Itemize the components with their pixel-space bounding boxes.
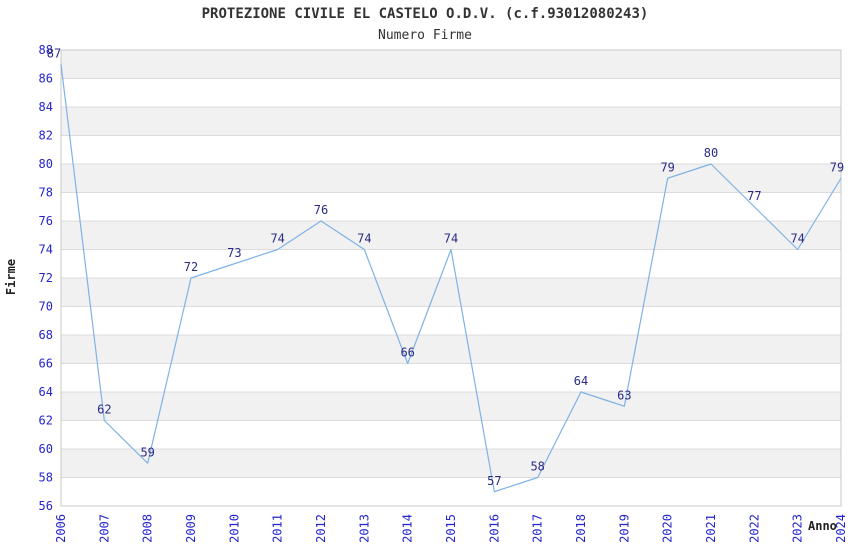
svg-text:74: 74 bbox=[39, 243, 53, 257]
svg-text:2009: 2009 bbox=[184, 514, 198, 543]
svg-text:58: 58 bbox=[39, 471, 53, 485]
point-labels: 87 62 59 72 73 74 76 74 66 74 57 58 64 63 79 80 77 74 79 bbox=[47, 46, 844, 488]
svg-text:2015: 2015 bbox=[444, 514, 458, 543]
svg-text:74: 74 bbox=[444, 232, 458, 246]
svg-text:87: 87 bbox=[47, 46, 61, 60]
chart-title: PROTEZIONE CIVILE EL CASTELO O.D.V. (c.f… bbox=[201, 6, 649, 22]
svg-text:56: 56 bbox=[39, 499, 53, 513]
y-tick-labels: 56 58 60 62 64 66 68 70 72 74 76 78 80 82 84 86 88 bbox=[39, 43, 53, 513]
svg-text:57: 57 bbox=[487, 474, 501, 488]
svg-text:77: 77 bbox=[747, 189, 761, 203]
svg-text:2024: 2024 bbox=[834, 514, 848, 543]
svg-text:2014: 2014 bbox=[401, 514, 415, 543]
svg-text:59: 59 bbox=[140, 445, 154, 459]
svg-text:76: 76 bbox=[39, 214, 53, 228]
svg-text:2018: 2018 bbox=[574, 514, 588, 543]
x-tick-labels: 2006 2007 2008 2009 2010 2011 2012 2013 2014 2015… bbox=[54, 514, 848, 543]
svg-text:2022: 2022 bbox=[747, 514, 761, 543]
svg-text:62: 62 bbox=[39, 414, 53, 428]
svg-text:2007: 2007 bbox=[97, 514, 111, 543]
svg-text:62: 62 bbox=[97, 403, 111, 417]
svg-text:86: 86 bbox=[39, 72, 53, 86]
svg-text:76: 76 bbox=[314, 203, 328, 217]
svg-text:82: 82 bbox=[39, 129, 53, 143]
svg-text:58: 58 bbox=[530, 460, 544, 474]
svg-text:70: 70 bbox=[39, 300, 53, 314]
svg-text:2021: 2021 bbox=[704, 514, 718, 543]
svg-text:88: 88 bbox=[39, 43, 53, 57]
svg-text:72: 72 bbox=[39, 271, 53, 285]
svg-text:2016: 2016 bbox=[487, 514, 501, 543]
chart-subtitle: Numero Firme bbox=[378, 28, 472, 43]
svg-text:79: 79 bbox=[660, 160, 674, 174]
svg-text:64: 64 bbox=[574, 374, 588, 388]
svg-text:66: 66 bbox=[39, 357, 53, 371]
svg-text:78: 78 bbox=[39, 186, 53, 200]
svg-text:74: 74 bbox=[790, 232, 804, 246]
svg-text:2019: 2019 bbox=[617, 514, 631, 543]
svg-text:2011: 2011 bbox=[271, 514, 285, 543]
svg-text:73: 73 bbox=[227, 246, 241, 260]
svg-text:60: 60 bbox=[39, 442, 53, 456]
svg-text:84: 84 bbox=[39, 100, 53, 114]
x-axis-title: Anno bbox=[808, 519, 837, 533]
svg-text:80: 80 bbox=[704, 146, 718, 160]
data-line bbox=[60, 63, 842, 493]
grid-bands bbox=[61, 50, 841, 478]
svg-text:2020: 2020 bbox=[661, 514, 675, 543]
svg-text:68: 68 bbox=[39, 328, 53, 342]
svg-text:2008: 2008 bbox=[141, 514, 155, 543]
svg-text:2017: 2017 bbox=[531, 514, 545, 543]
svg-text:2006: 2006 bbox=[54, 514, 68, 543]
svg-text:80: 80 bbox=[39, 157, 53, 171]
svg-text:72: 72 bbox=[184, 260, 198, 274]
svg-text:74: 74 bbox=[270, 232, 284, 246]
svg-text:63: 63 bbox=[617, 388, 631, 402]
svg-text:74: 74 bbox=[357, 232, 371, 246]
svg-text:2010: 2010 bbox=[227, 514, 241, 543]
svg-text:79: 79 bbox=[830, 160, 844, 174]
svg-text:2013: 2013 bbox=[357, 514, 371, 543]
svg-text:64: 64 bbox=[39, 385, 53, 399]
svg-text:2012: 2012 bbox=[314, 514, 328, 543]
svg-text:66: 66 bbox=[400, 346, 414, 360]
plot-border bbox=[60, 49, 842, 507]
svg-text:2023: 2023 bbox=[791, 514, 805, 543]
